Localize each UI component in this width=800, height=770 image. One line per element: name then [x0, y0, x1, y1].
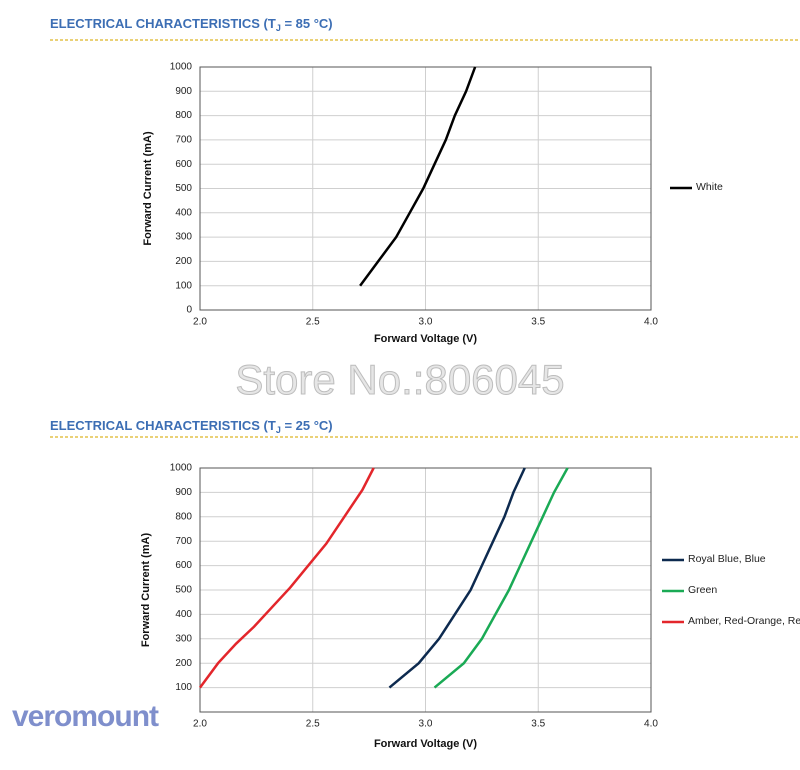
y-tick-label: 300 — [175, 232, 192, 243]
y-tick-label: 900 — [175, 86, 192, 97]
series-line — [433, 467, 569, 689]
y-tick-label: 500 — [175, 585, 192, 596]
logo: veromount — [12, 700, 159, 733]
y-tick-label: 400 — [175, 609, 192, 620]
x-tick-label: 2.0 — [193, 719, 207, 730]
x-tick-label: 2.0 — [193, 317, 207, 328]
series-line — [388, 467, 526, 689]
series-line — [198, 467, 375, 689]
y-tick-label: 1000 — [170, 62, 193, 73]
title-text: = 25 °C) — [281, 418, 333, 433]
section-title: ELECTRICAL CHARACTERISTICS (TJ = 25 °C) — [50, 418, 333, 435]
x-tick-label: 3.0 — [419, 317, 433, 328]
title-text: ELECTRICAL CHARACTERISTICS (T — [50, 16, 276, 31]
x-tick-label: 3.5 — [531, 317, 545, 328]
legend-label: Green — [688, 584, 718, 596]
title-text: = 85 °C) — [281, 16, 333, 31]
x-tick-label: 2.5 — [306, 317, 320, 328]
x-axis-title: Forward Voltage (V) — [374, 333, 477, 345]
y-tick-label: 300 — [175, 633, 192, 644]
title-text: ELECTRICAL CHARACTERISTICS (T — [50, 418, 276, 433]
y-tick-label: 100 — [175, 280, 192, 291]
y-tick-label: 200 — [175, 256, 192, 267]
y-tick-label: 0 — [186, 305, 192, 316]
y-tick-label: 500 — [175, 183, 192, 194]
y-tick-label: 100 — [175, 682, 192, 693]
x-tick-label: 3.5 — [531, 719, 545, 730]
y-tick-label: 800 — [175, 110, 192, 121]
title-subscript: J — [276, 23, 281, 33]
x-axis-title: Forward Voltage (V) — [374, 738, 477, 750]
y-tick-label: 600 — [175, 159, 192, 170]
watermark: Store No.:806045 — [235, 356, 564, 403]
y-tick-label: 200 — [175, 658, 192, 669]
y-tick-label: 700 — [175, 536, 192, 547]
y-tick-label: 600 — [175, 560, 192, 571]
y-tick-label: 1000 — [170, 463, 193, 474]
y-tick-label: 800 — [175, 511, 192, 522]
y-axis-title: Forward Current (mA) — [142, 131, 154, 246]
x-tick-label: 4.0 — [644, 719, 658, 730]
series-line — [359, 66, 477, 287]
y-axis-title: Forward Current (mA) — [140, 533, 152, 648]
legend-label: White — [696, 181, 723, 193]
x-tick-label: 3.0 — [419, 719, 433, 730]
x-tick-label: 4.0 — [644, 317, 658, 328]
plot-frame — [199, 66, 652, 311]
y-tick-label: 700 — [175, 135, 192, 146]
legend-label: Royal Blue, Blue — [688, 553, 766, 565]
title-subscript: J — [276, 425, 281, 435]
x-tick-label: 2.5 — [306, 719, 320, 730]
y-tick-label: 900 — [175, 487, 192, 498]
legend-label: Amber, Red-Orange, Red — [688, 615, 800, 627]
section-title: ELECTRICAL CHARACTERISTICS (TJ = 85 °C) — [50, 16, 333, 33]
plot-frame — [199, 467, 652, 713]
y-tick-label: 400 — [175, 207, 192, 218]
